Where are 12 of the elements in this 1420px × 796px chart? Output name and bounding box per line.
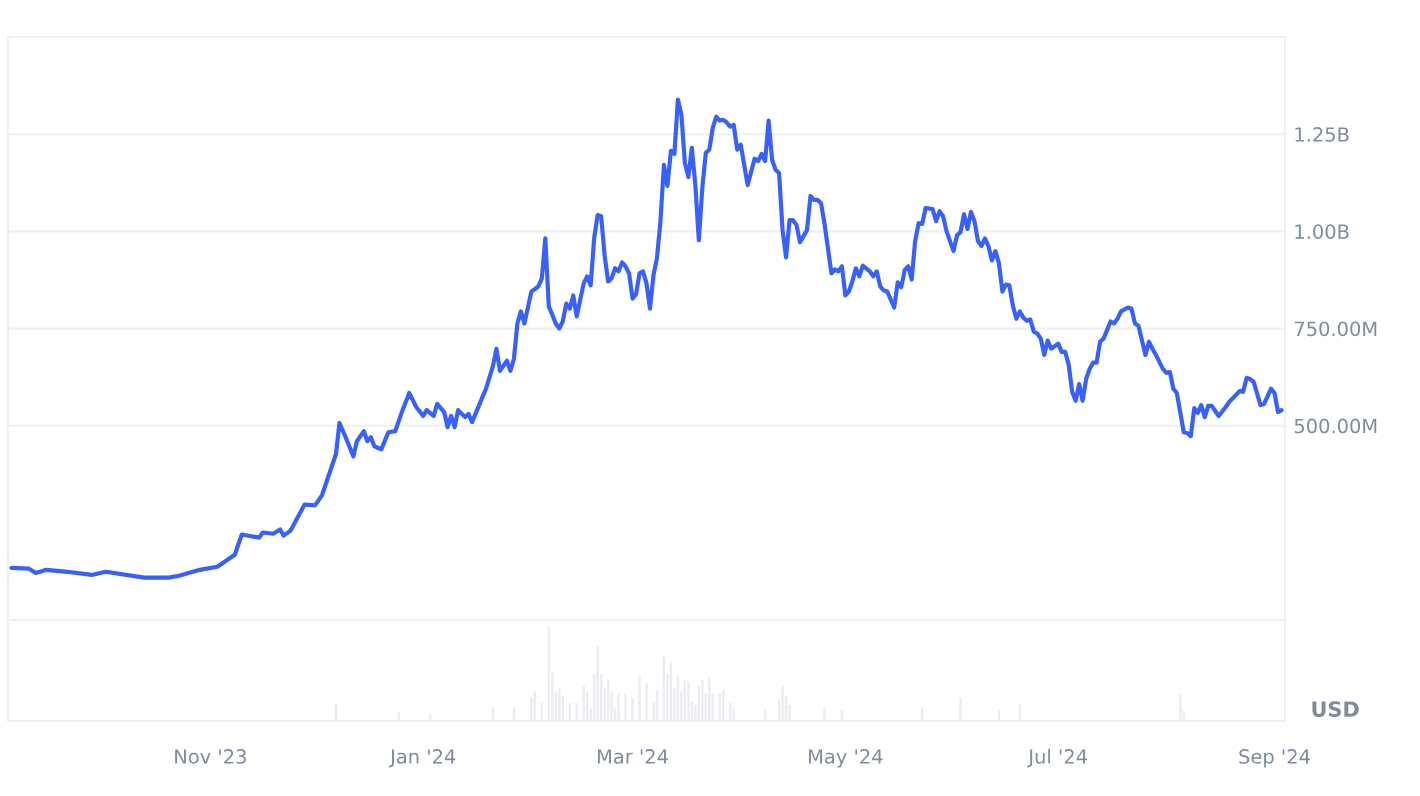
- y-tick-label: 750.00M: [1294, 321, 1377, 337]
- y-tick-label: 1.25B: [1295, 127, 1349, 142]
- y-axis-title: USD: [1312, 701, 1359, 717]
- x-tick-label: Jan '24: [389, 749, 456, 768]
- x-tick-label: Mar '24: [597, 749, 668, 764]
- line-series: [9, 97, 1284, 580]
- y-tick-label: 500.00M: [1294, 418, 1377, 434]
- x-tick-label: Sep '24: [1239, 749, 1310, 768]
- y-tick-label: 1.00B: [1295, 224, 1349, 239]
- x-tick-label: Nov '23: [175, 749, 246, 764]
- x-tick-label: Jul '24: [1027, 748, 1087, 768]
- x-tick-label: May '24: [809, 749, 883, 768]
